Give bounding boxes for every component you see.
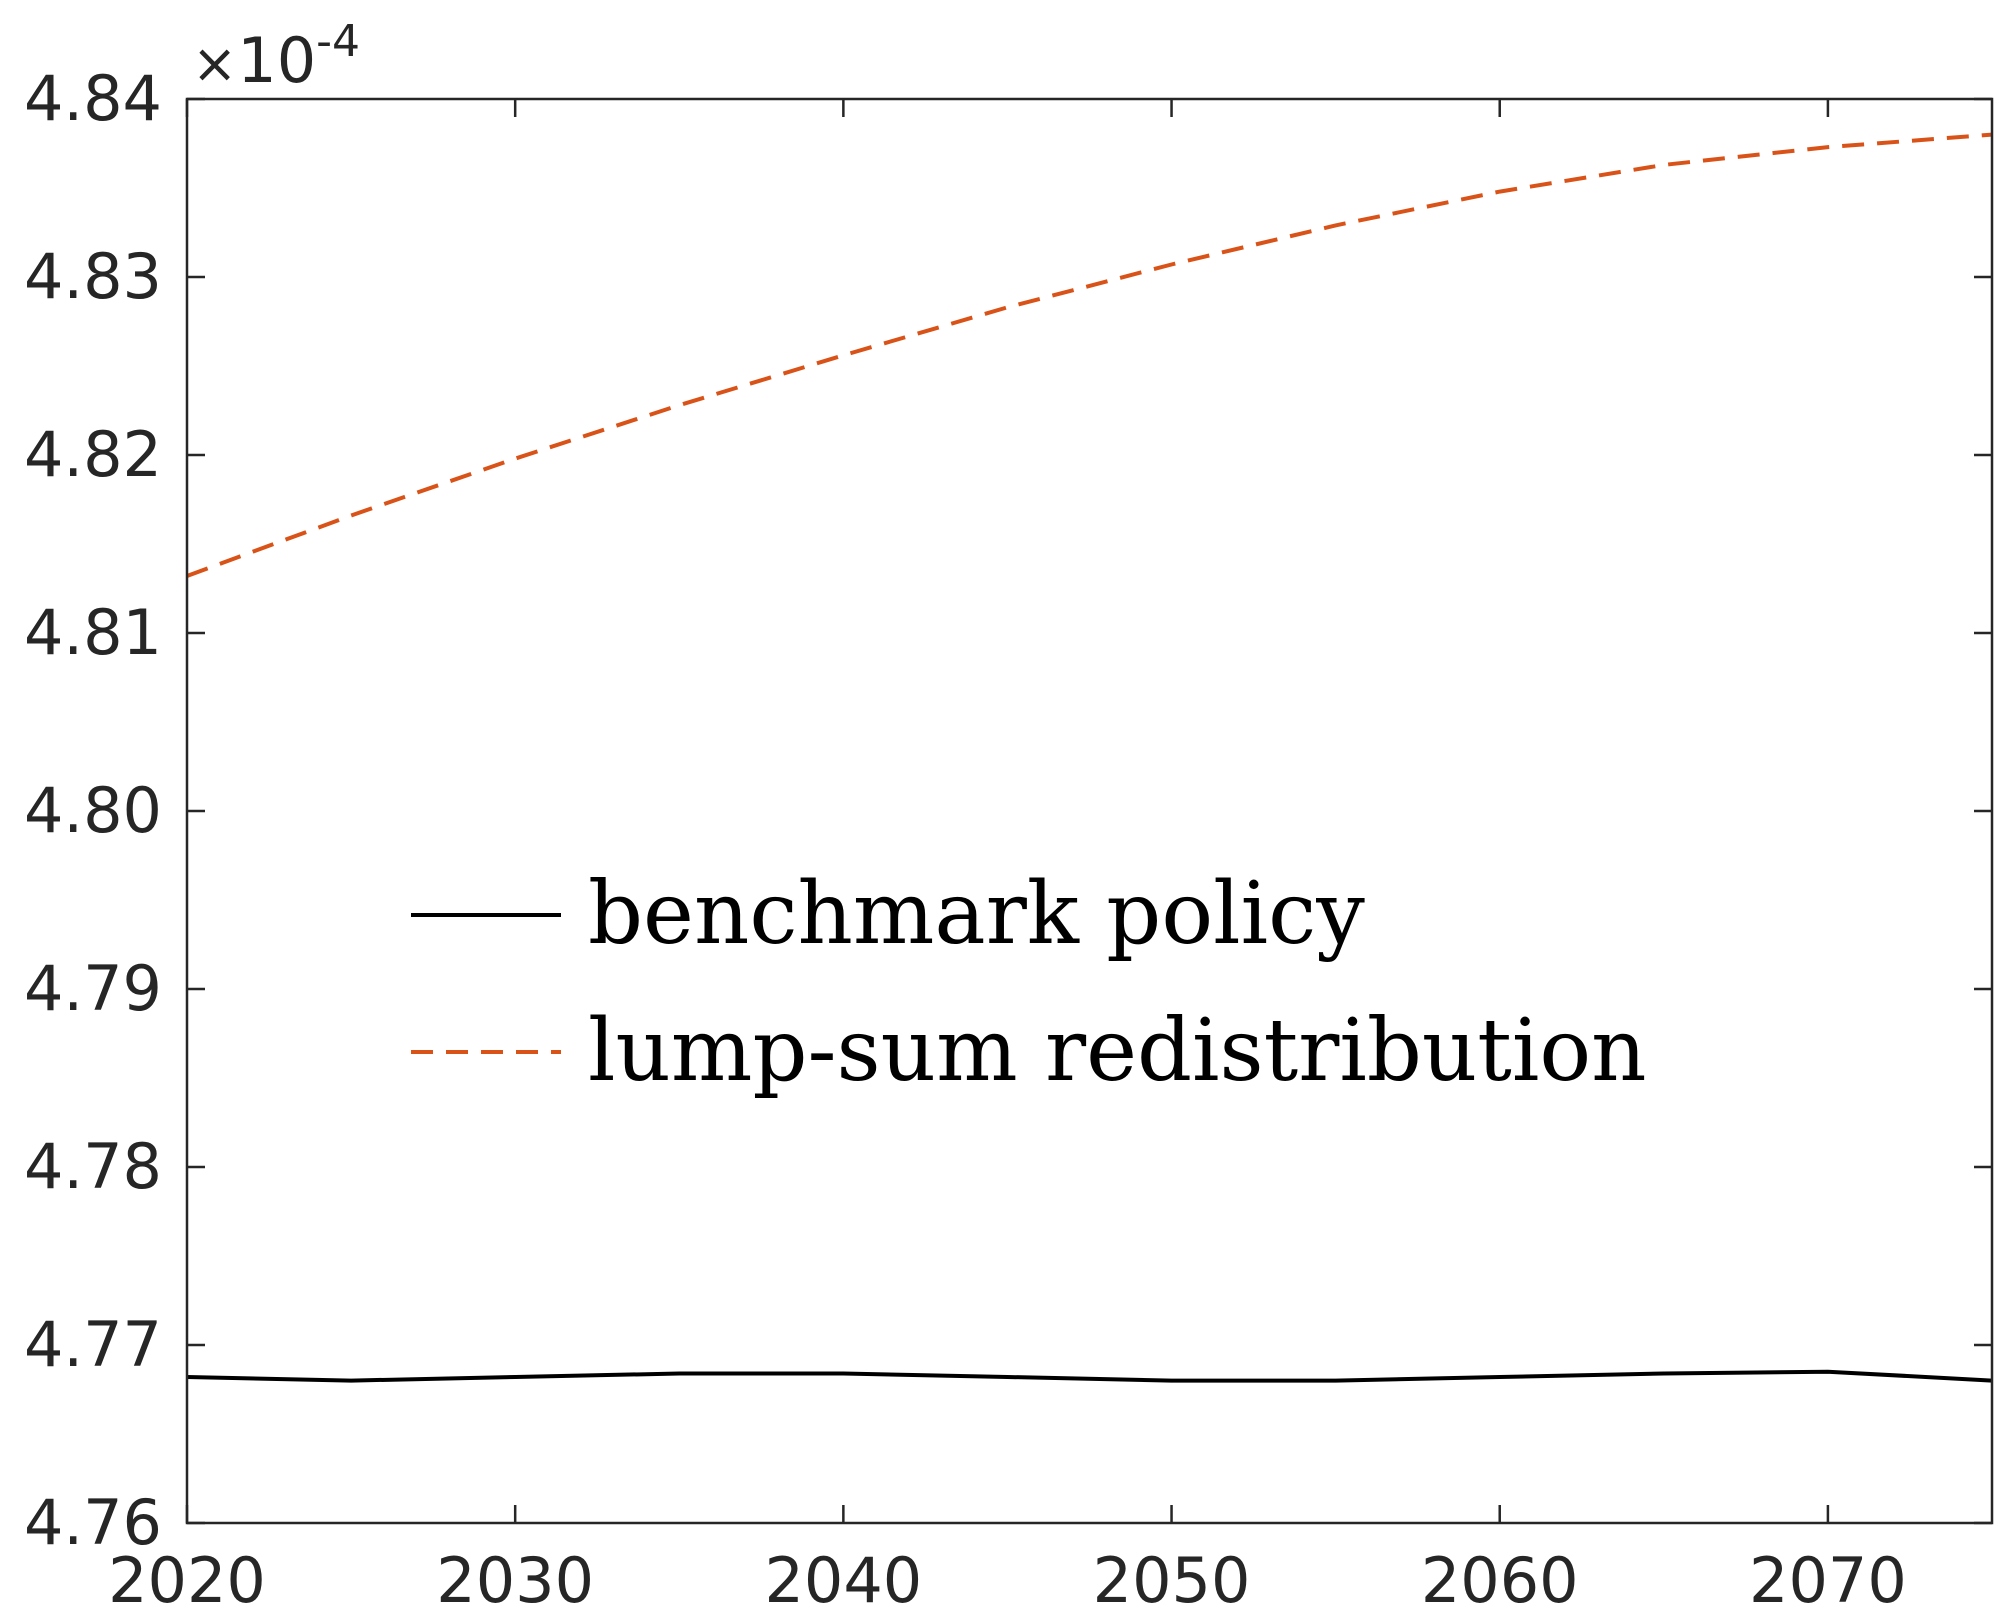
series-line-0 — [186, 1369, 1993, 1383]
y-multiplier-base: 10 — [237, 24, 316, 97]
x-tick-label: 2030 — [436, 1544, 594, 1617]
y-multiplier-symbol: × — [192, 32, 237, 95]
y-tick-label: 4.76 — [24, 1486, 162, 1559]
x-tick-label: 2070 — [1749, 1544, 1907, 1617]
y-tick-label: 4.82 — [24, 418, 162, 491]
y-tick-label: 4.78 — [24, 1130, 162, 1203]
x-tick-label: 2040 — [764, 1544, 922, 1617]
series-line-1 — [186, 132, 1993, 578]
legend-label-1: lump-sum redistribution — [588, 1001, 1647, 1101]
tick-labels-layer: 2020 2030 2040 2050 2060 2070 4.76 4.77 4.78 4.79… — [24, 62, 1907, 1617]
legend: benchmark policy lump-sum redistribution — [411, 864, 1647, 1101]
y-tick-label: 4.80 — [24, 774, 162, 847]
legend-label-0: benchmark policy — [588, 864, 1365, 964]
y-axis-multiplier: ×10-4 — [192, 16, 360, 97]
y-multiplier-exponent: -4 — [316, 16, 360, 67]
ticks-layer — [185, 97, 1992, 1525]
x-tick-label: 2020 — [108, 1544, 266, 1617]
y-tick-label: 4.79 — [24, 952, 162, 1025]
y-tick-label: 4.84 — [24, 62, 162, 135]
series-layer — [186, 132, 1993, 1383]
plot-area — [187, 99, 1992, 1523]
x-tick-label: 2050 — [1093, 1544, 1251, 1617]
y-tick-label: 4.83 — [24, 240, 162, 313]
x-tick-label: 2060 — [1421, 1544, 1579, 1617]
y-tick-label: 4.77 — [24, 1308, 162, 1381]
y-tick-label: 4.81 — [24, 596, 162, 669]
